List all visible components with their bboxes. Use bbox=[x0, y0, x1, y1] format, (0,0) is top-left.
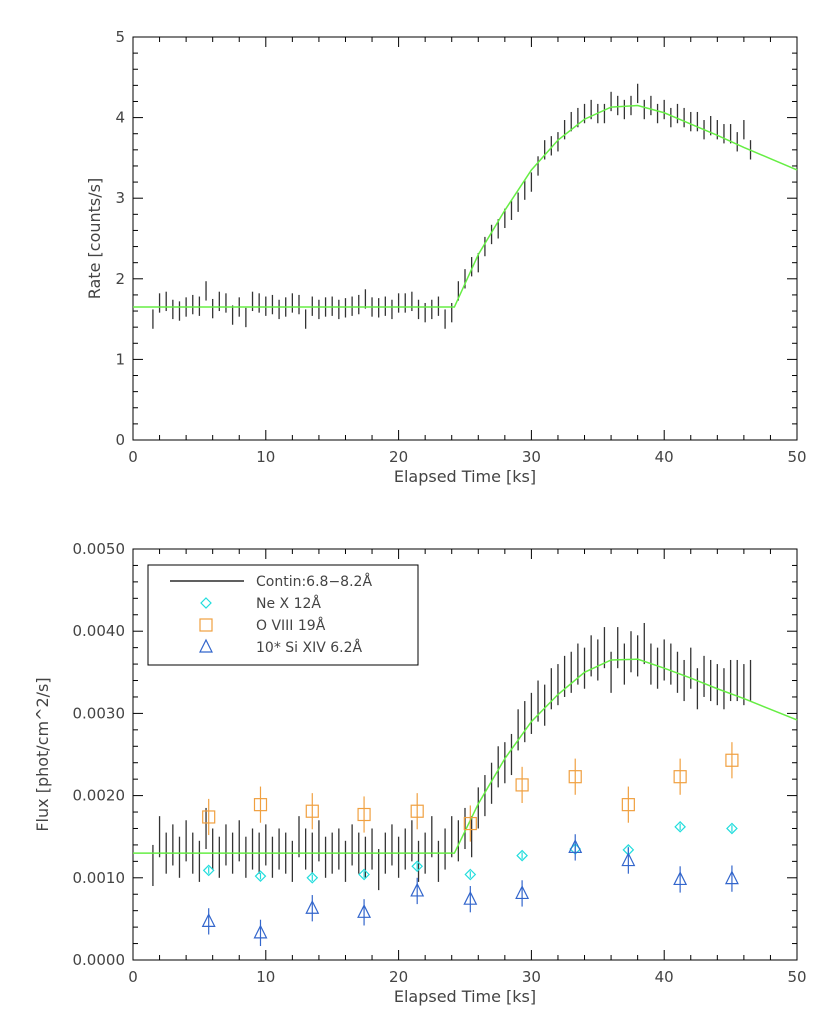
o-viii-point bbox=[568, 770, 582, 784]
legend-box bbox=[147, 564, 419, 666]
legend-diamond-swatch bbox=[200, 597, 212, 609]
x-tick-label: 0 bbox=[128, 448, 138, 466]
x-tick-label: 0 bbox=[128, 968, 138, 986]
y-tick-label: 2 bbox=[115, 270, 125, 288]
x-tick-label: 10 bbox=[256, 968, 275, 986]
ne-x-point bbox=[674, 820, 686, 833]
ne-x-point bbox=[411, 860, 424, 873]
model-line bbox=[133, 658, 798, 854]
x-tick-label: 50 bbox=[787, 968, 806, 986]
y-tick-label: 0.0020 bbox=[73, 787, 126, 805]
ne-x-point bbox=[306, 871, 319, 884]
y-tick-label: 5 bbox=[115, 28, 125, 46]
ne-x-point bbox=[254, 870, 267, 883]
model-line bbox=[133, 104, 798, 308]
si-xiv-point bbox=[410, 882, 425, 897]
si-xiv-point bbox=[568, 839, 583, 853]
si-xiv-point bbox=[201, 913, 216, 927]
y-tick-label: 1 bbox=[115, 350, 125, 368]
y-tick-label: 0.0030 bbox=[73, 704, 126, 722]
plot-frame bbox=[132, 548, 798, 961]
ne-x-point bbox=[516, 849, 528, 862]
legend-label: 10* Si XIV 6.2Å bbox=[256, 639, 363, 656]
x-tick-label: 20 bbox=[389, 448, 408, 466]
y-tick-label: 0 bbox=[115, 431, 125, 449]
y-tick-label: 0.0040 bbox=[73, 622, 126, 640]
rate-panel: 0 10 20 30 40 50 0 1 2 3 4 5 Elapsed Time [ks] Rate [… bbox=[85, 28, 807, 486]
o-viii-point bbox=[463, 816, 477, 831]
y-tick-label: 4 bbox=[115, 109, 125, 127]
ne-x-point bbox=[726, 822, 738, 835]
y-tick-label: 0.0050 bbox=[73, 540, 126, 558]
ne-x-point bbox=[202, 864, 215, 877]
legend-label: O VIII 19Å bbox=[256, 617, 326, 634]
y-axis-title: Flux [phot/cm^2/s] bbox=[33, 677, 52, 831]
si-xiv-point bbox=[463, 890, 478, 905]
o-viii-point bbox=[253, 798, 268, 812]
ne-x-point bbox=[464, 868, 477, 881]
ne-x-point bbox=[358, 868, 370, 881]
si-xiv-point bbox=[724, 870, 739, 885]
si-xiv-point bbox=[673, 871, 688, 886]
x-tick-label: 30 bbox=[522, 968, 541, 986]
y-tick-label: 0.0010 bbox=[73, 869, 126, 887]
y-tick-label: 3 bbox=[115, 189, 125, 207]
legend-triangle-swatch bbox=[199, 638, 213, 653]
plot-frame bbox=[132, 36, 798, 441]
x-axis-title: Elapsed Time [ks] bbox=[394, 987, 536, 1006]
si-xiv-point bbox=[515, 885, 530, 900]
x-tick-label: 40 bbox=[655, 968, 674, 986]
x-tick-label: 30 bbox=[522, 448, 541, 466]
x-tick-label: 20 bbox=[389, 968, 408, 986]
legend-square-swatch bbox=[199, 618, 213, 632]
o-viii-point bbox=[202, 810, 216, 824]
y-axis-title: Rate [counts/s] bbox=[85, 178, 104, 299]
y-tick-label: 0.0000 bbox=[73, 951, 126, 969]
x-tick-label: 50 bbox=[787, 448, 806, 466]
o-viii-point bbox=[725, 753, 739, 767]
o-viii-point bbox=[305, 804, 319, 818]
si-xiv-point bbox=[621, 852, 636, 867]
o-viii-point bbox=[357, 807, 371, 822]
x-tick-label: 40 bbox=[655, 448, 674, 466]
si-xiv-point bbox=[253, 924, 268, 939]
x-tick-label: 10 bbox=[256, 448, 275, 466]
o-viii-point bbox=[673, 770, 687, 784]
x-axis-title: Elapsed Time [ks] bbox=[394, 467, 536, 486]
si-xiv-point bbox=[357, 903, 372, 918]
legend-label: Contin:6.8−8.2Å bbox=[256, 573, 372, 590]
si-xiv-point bbox=[305, 899, 320, 914]
o-viii-point bbox=[515, 778, 529, 792]
flux-panel: 0 10 20 30 40 50 0.0000 0.0010 0.0020 0.0030 0.004… bbox=[33, 540, 807, 1006]
legend-label: Ne X 12Å bbox=[256, 595, 321, 612]
o-viii-point bbox=[410, 804, 424, 818]
o-viii-point bbox=[621, 798, 635, 812]
